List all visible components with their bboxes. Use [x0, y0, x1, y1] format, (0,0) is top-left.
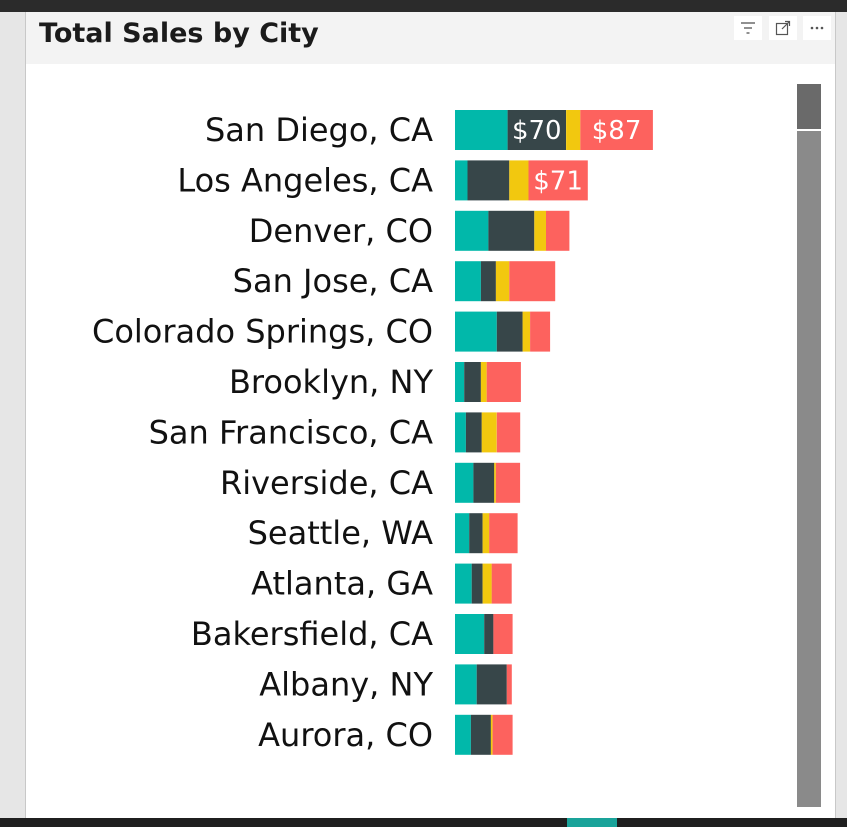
- bar-row: Riverside, CA: [220, 462, 521, 503]
- bar-row: Atlanta, GA: [251, 563, 512, 604]
- category-label: San Jose, CA: [233, 262, 433, 300]
- bar-segment[interactable]: [455, 160, 468, 201]
- bar-segment[interactable]: [506, 664, 512, 705]
- bar-row: San Jose, CA: [233, 261, 556, 302]
- category-label: Albany, NY: [259, 665, 433, 703]
- category-label: Riverside, CA: [220, 464, 433, 502]
- window-bottom-strip: [0, 818, 847, 827]
- bar-segment[interactable]: [482, 563, 492, 604]
- category-label: Bakersfield, CA: [191, 615, 433, 653]
- bar-row: Denver, CO: [249, 210, 570, 251]
- bar-segment[interactable]: [455, 664, 477, 705]
- bar-segment[interactable]: [496, 412, 521, 453]
- bar-segment[interactable]: [507, 110, 566, 150]
- bar-segment[interactable]: [455, 362, 465, 402]
- bar-segment[interactable]: [464, 362, 481, 402]
- category-label: Atlanta, GA: [251, 565, 433, 603]
- bar-segment[interactable]: [455, 462, 474, 503]
- bar-segment[interactable]: [473, 462, 495, 503]
- bar-segment[interactable]: [455, 714, 471, 755]
- bar-segment[interactable]: [522, 311, 531, 352]
- data-label: $87: [592, 116, 642, 146]
- chart-title: Total Sales by City: [39, 18, 319, 49]
- bar-row: Albany, NY: [259, 664, 512, 705]
- bar-row: Aurora, CO: [258, 714, 513, 755]
- category-label: Brooklyn, NY: [229, 363, 433, 401]
- bar-segment[interactable]: [455, 311, 497, 352]
- focus-mode-icon[interactable]: [769, 16, 797, 40]
- bar-segment[interactable]: [467, 160, 510, 201]
- bar-segment[interactable]: [481, 412, 497, 453]
- bar-segment[interactable]: [484, 614, 494, 654]
- window-top-strip: [0, 0, 847, 12]
- bar-segment[interactable]: [482, 513, 490, 554]
- bar-segment[interactable]: [509, 261, 556, 302]
- visual-header: Total Sales by City: [26, 12, 835, 64]
- bar-segment[interactable]: [486, 362, 521, 402]
- bar-segment[interactable]: [495, 261, 510, 302]
- bar-row: Seattle, WA: [248, 513, 518, 554]
- bar-segment[interactable]: [509, 160, 529, 201]
- bar-segment[interactable]: [469, 513, 483, 554]
- chart-visual[interactable]: Total Sales by City San Diego, CA $70 $87 L…: [25, 12, 836, 818]
- bar-segment[interactable]: [455, 614, 485, 654]
- bar-segment[interactable]: [455, 261, 481, 302]
- bar-segment[interactable]: [489, 513, 518, 554]
- bar-segment[interactable]: [534, 210, 546, 251]
- bar-segment[interactable]: [476, 664, 507, 705]
- bar-segment[interactable]: [566, 110, 581, 150]
- category-label: Denver, CO: [249, 212, 433, 250]
- bar-segment[interactable]: [488, 210, 535, 251]
- bar-row: Brooklyn, NY: [229, 362, 521, 402]
- bar-segment[interactable]: [470, 714, 491, 755]
- category-label: Colorado Springs, CO: [92, 313, 433, 351]
- bar-segment[interactable]: [471, 563, 483, 604]
- category-label: Aurora, CO: [258, 716, 433, 754]
- bar-row: Los Angeles, CA $71: [177, 160, 588, 201]
- scrollbar-thumb[interactable]: [797, 84, 821, 131]
- bar-segment[interactable]: [480, 362, 487, 402]
- bar-segment[interactable]: [455, 513, 470, 554]
- filter-icon[interactable]: [734, 16, 762, 40]
- bar-row: Colorado Springs, CO: [92, 311, 551, 352]
- bar-segment[interactable]: [493, 614, 513, 654]
- bar-segment[interactable]: [494, 462, 496, 503]
- bar-segment[interactable]: [530, 311, 551, 352]
- bar-segment[interactable]: [455, 110, 508, 150]
- data-label: $70: [512, 116, 562, 146]
- page-tab-indicator: [567, 818, 617, 827]
- bar-segment[interactable]: [490, 714, 493, 755]
- bar-segment[interactable]: [480, 261, 496, 302]
- bar-segment[interactable]: [455, 210, 489, 251]
- bar-segment[interactable]: [455, 563, 472, 604]
- bar-row: San Diego, CA $70 $87: [205, 110, 653, 150]
- bar-segment[interactable]: [528, 160, 588, 201]
- bar-chart: San Diego, CA $70 $87 Los Angeles, CA $71 Den…: [92, 110, 653, 755]
- bar-row: Bakersfield, CA: [191, 614, 513, 654]
- category-label: Los Angeles, CA: [177, 161, 433, 199]
- bar-segment[interactable]: [546, 210, 570, 251]
- bar-row: San Francisco, CA: [149, 412, 521, 453]
- category-label: San Diego, CA: [205, 111, 433, 149]
- category-label: San Francisco, CA: [149, 413, 434, 451]
- bar-segment[interactable]: [491, 563, 512, 604]
- data-label: $71: [533, 166, 583, 196]
- bar-segment[interactable]: [496, 311, 523, 352]
- bar-segment[interactable]: [465, 412, 482, 453]
- more-options-icon[interactable]: [803, 16, 831, 40]
- category-label: Seattle, WA: [248, 514, 434, 552]
- bar-segment[interactable]: [455, 412, 466, 453]
- bar-segment[interactable]: [495, 462, 521, 503]
- bar-segment[interactable]: [580, 110, 653, 150]
- scrollbar-track[interactable]: [797, 84, 821, 807]
- bar-segment[interactable]: [492, 714, 513, 755]
